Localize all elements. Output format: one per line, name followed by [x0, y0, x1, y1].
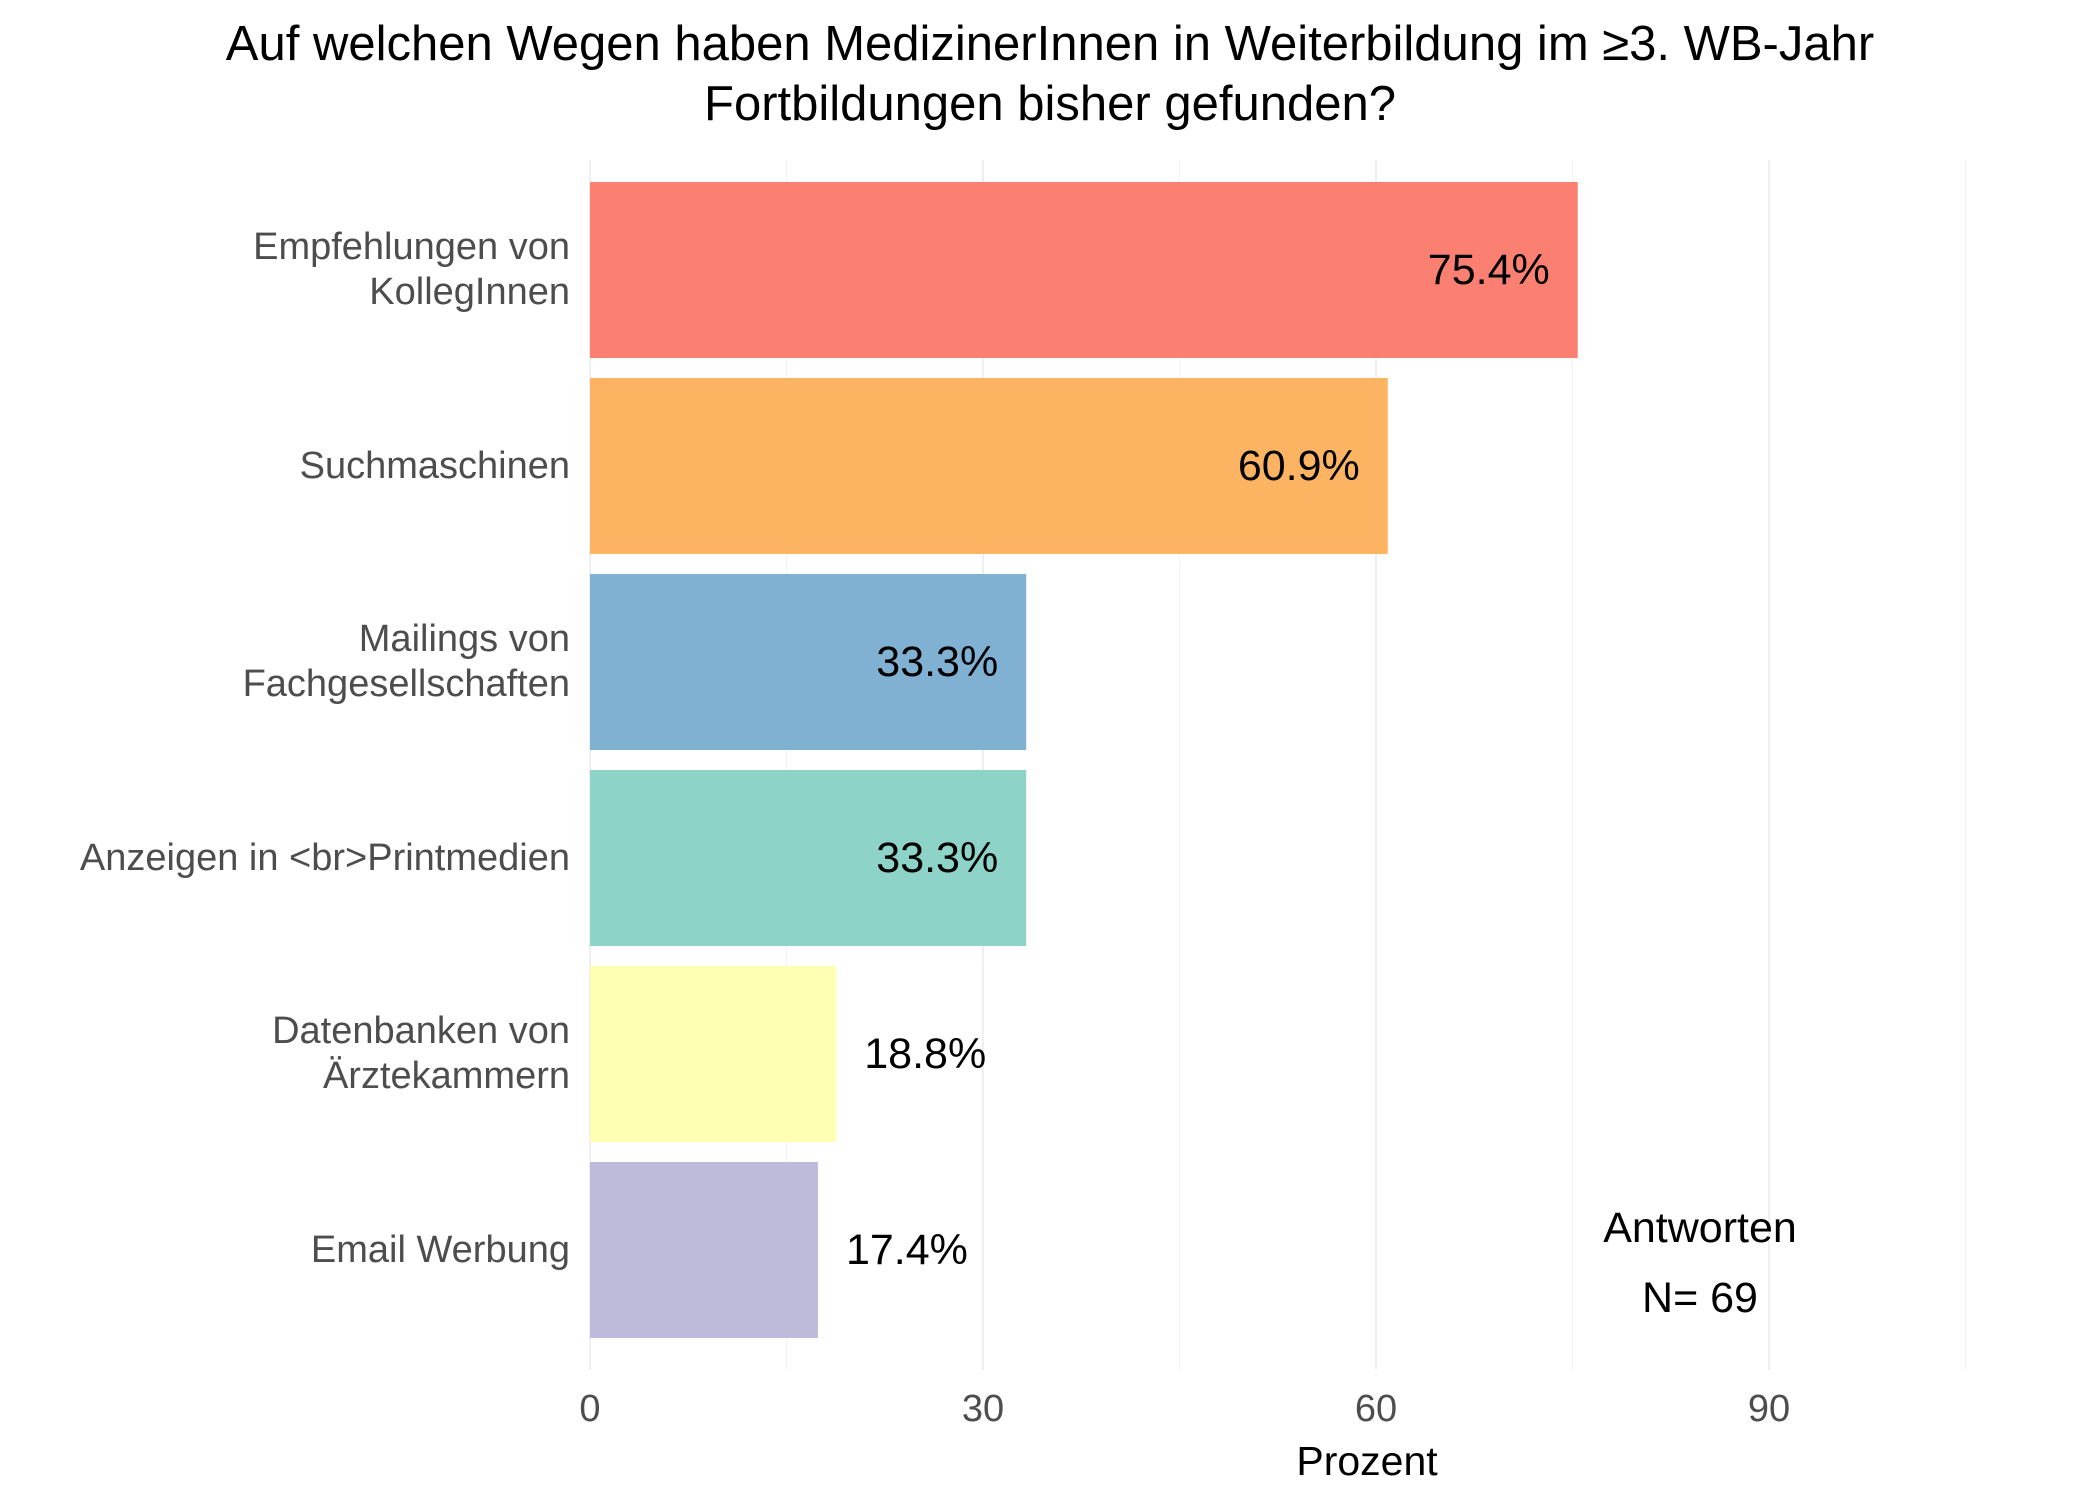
x-tick-label: 0 [579, 1388, 601, 1430]
category-label-line: Datenbanken von [272, 1010, 570, 1052]
bar [590, 770, 1027, 946]
category-label: Anzeigen in <br>Printmedien [80, 836, 570, 881]
bar [590, 574, 1027, 750]
x-tick-label: 90 [1747, 1388, 1791, 1430]
category-label-line: Mailings von [358, 618, 570, 660]
bar [590, 182, 1578, 358]
x-tick-label: 60 [1354, 1388, 1398, 1430]
chart-title: Auf welchen Wegen haben MedizinerInnen i… [0, 14, 2100, 134]
x-tick-label: 30 [961, 1388, 1005, 1430]
category-label-line: KollegInnen [369, 271, 570, 313]
category-label-line: Empfehlungen von [253, 226, 570, 268]
value-label: 33.3% [876, 638, 999, 686]
bars [590, 182, 1578, 1338]
category-label-line: Ärztekammern [322, 1055, 570, 1097]
chart-title-line-1: Auf welchen Wegen haben MedizinerInnen i… [225, 17, 1875, 71]
category-label: Datenbanken von Ärztekammern [272, 1009, 570, 1099]
responses-title: Antworten [1603, 1204, 1797, 1252]
value-label: 60.9% [1237, 442, 1360, 490]
value-label: 33.3% [876, 834, 999, 882]
responses-annotation: Antworten N= 69 [1560, 1193, 1840, 1333]
category-label: Mailings von Fachgesellschaften [243, 617, 570, 707]
grid-lines [589, 160, 1967, 1370]
category-label-line: Fachgesellschaften [242, 663, 570, 705]
category-label: Suchmaschinen [300, 444, 570, 489]
bar [590, 966, 837, 1142]
category-label: Empfehlungen von KollegInnen [253, 225, 570, 315]
category-label-line: Suchmaschinen [299, 444, 570, 487]
category-label-line: Email Werbung [310, 1228, 570, 1271]
bar [590, 378, 1388, 554]
category-label-line: Anzeigen in <br>Printmedien [79, 836, 570, 879]
value-label: 75.4% [1427, 246, 1550, 294]
bar [590, 1162, 818, 1338]
category-label: Email Werbung [311, 1228, 570, 1273]
chart-title-line-2: Fortbildungen bisher gefunden? [704, 77, 1396, 131]
value-label: 17.4% [845, 1226, 968, 1274]
x-axis-label: Prozent [1296, 1438, 1438, 1484]
responses-count: N= 69 [1642, 1274, 1758, 1322]
value-label: 18.8% [864, 1030, 987, 1078]
